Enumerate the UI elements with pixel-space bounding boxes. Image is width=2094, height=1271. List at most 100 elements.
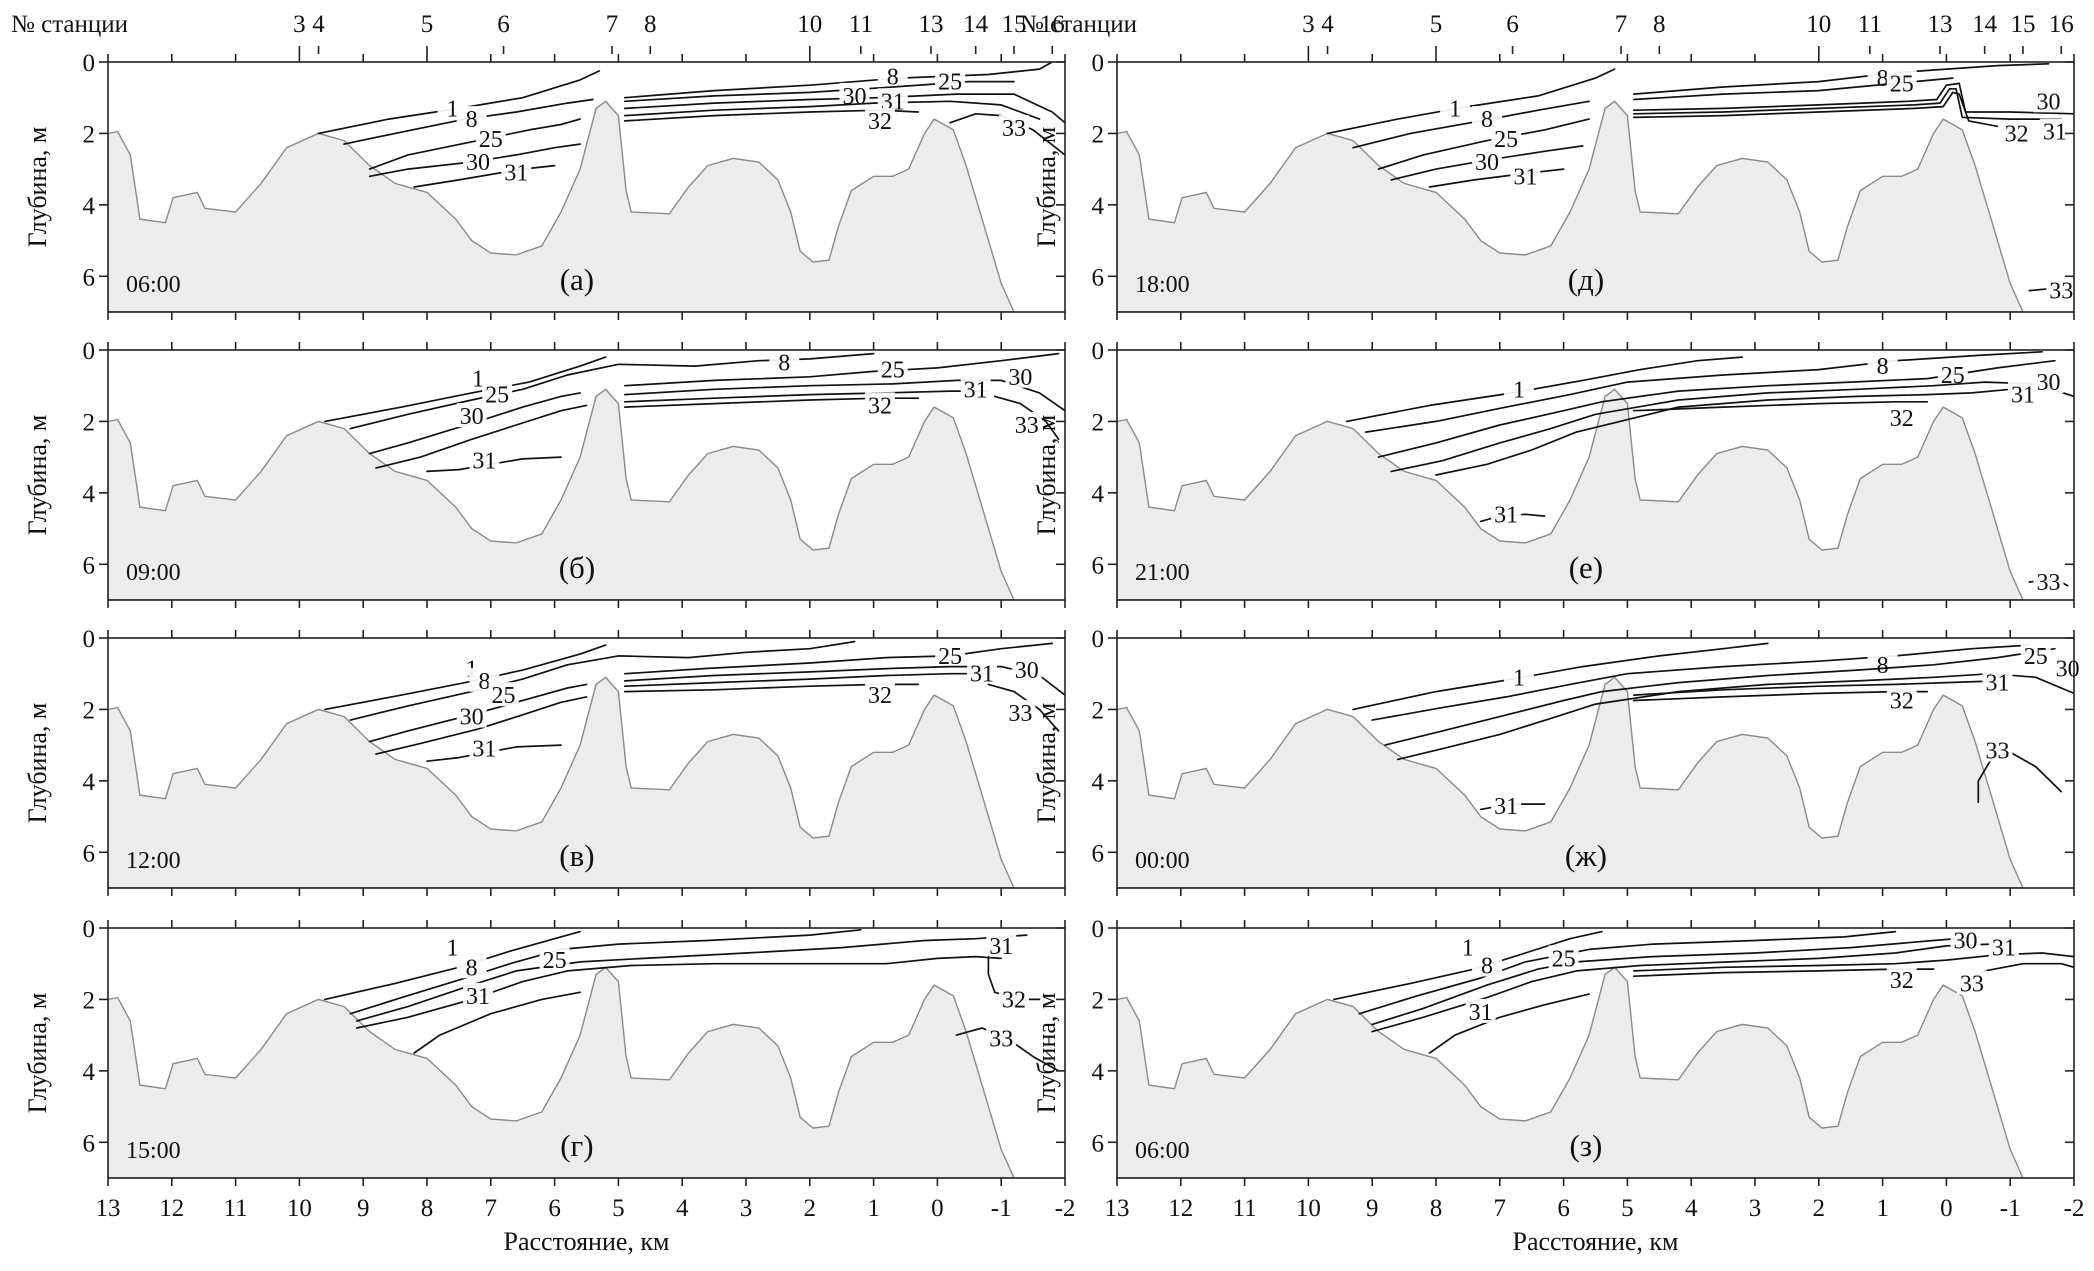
x-tick-label: 5 (612, 1195, 625, 1222)
station-label: 10 (797, 11, 822, 38)
x-tick-label: 12 (1168, 1195, 1193, 1222)
x-tick-label: 11 (224, 1195, 248, 1222)
panel-letter: (ж) (1565, 838, 1607, 873)
isohaline-label: 25 (938, 644, 962, 670)
station-label: 8 (644, 11, 657, 38)
panel-frame (107, 637, 1066, 889)
y-tick-label: 6 (1092, 552, 1105, 579)
y-tick-label: 4 (1092, 481, 1105, 508)
y-tick-label: 0 (1092, 338, 1105, 365)
station-label: 4 (312, 11, 325, 38)
isohaline-line (623, 390, 990, 403)
isohaline-label: 30 (2036, 370, 2060, 396)
y-tick-label: 4 (83, 769, 96, 796)
isohaline-label-bg (2046, 277, 2077, 302)
panel-frame (1116, 349, 2075, 601)
isohaline-label-bg (456, 403, 487, 428)
isohaline-label: 31 (466, 984, 490, 1010)
isohaline-label: 30 (842, 84, 866, 110)
isohaline-label-bg (1886, 687, 1917, 712)
isohaline-label-bg (1886, 404, 1917, 429)
panel-frame (107, 349, 1066, 601)
station-label: 3 (1302, 11, 1315, 38)
y-tick-label: 4 (83, 1059, 96, 1086)
isohaline-label: 25 (1494, 127, 1518, 153)
isohaline-line (349, 640, 856, 721)
panel-time-label: 12:00 (126, 848, 181, 874)
isohaline-label: 8 (887, 64, 899, 90)
x-tick-label: 7 (485, 1195, 498, 1222)
isohaline-label: 31 (970, 662, 994, 688)
station-axis-title: № станции (1020, 11, 1137, 38)
station-label: 5 (1430, 11, 1443, 38)
isohaline-label: 1 (447, 96, 459, 122)
y-tick-label: 4 (1092, 1059, 1105, 1086)
panel-letter: (а) (560, 262, 594, 297)
panel-frame (107, 61, 1066, 313)
y-tick-label: 0 (1092, 626, 1105, 653)
isohaline-line (1345, 356, 1744, 423)
x-tick-label: 9 (1366, 1195, 1379, 1222)
section-panel: 1 8 25 30 31 31 32 33 0 2 4 6 Глубина, м (ж) 00:00 (1032, 626, 2083, 896)
x-tick-label: 6 (548, 1195, 561, 1222)
x-tick-label: 9 (357, 1195, 370, 1222)
isohaline-line (623, 379, 1065, 412)
y-tick-label: 0 (83, 626, 96, 653)
y-tick-label: 4 (83, 193, 96, 220)
y-tick-label: 0 (83, 338, 96, 365)
x-tick-label: 3 (1749, 1195, 1762, 1222)
x-tick-label: 0 (1940, 1195, 1953, 1222)
isohaline-line (623, 642, 1054, 675)
panel-time-label: 21:00 (1135, 560, 1190, 586)
isohaline-label-bg (935, 68, 966, 93)
isohaline-label-bg (1982, 737, 2013, 762)
station-label: 5 (421, 11, 434, 38)
isohaline-label-bg (469, 735, 500, 760)
isohaline-label: 33 (1015, 413, 1039, 439)
isohaline-line (368, 392, 581, 455)
y-tick-label: 2 (1092, 697, 1105, 724)
isohaline-label: 1 (1513, 665, 1525, 691)
isohaline-label-bg (986, 932, 1017, 957)
station-label: 14 (963, 11, 989, 38)
y-axis-title: Глубина, м (23, 127, 52, 248)
isohaline-label: 31 (1992, 936, 2016, 962)
isohaline-line (375, 696, 588, 755)
isohaline-label: 30 (2056, 656, 2080, 682)
station-label: 14 (1972, 11, 1998, 38)
y-tick-label: 2 (83, 121, 96, 148)
isohaline-label: 25 (492, 683, 516, 709)
isohaline-label: 33 (989, 1027, 1013, 1053)
panel-time-label: 18:00 (1135, 272, 1190, 298)
isohaline-line (1632, 82, 2074, 115)
station-label: 16 (1040, 11, 1065, 38)
isohaline-label: 8 (1481, 107, 1493, 133)
isohaline-line (355, 934, 1028, 1022)
y-tick-label: 2 (83, 987, 96, 1014)
isohaline-label: 30 (1475, 150, 1499, 176)
panel-time-label: 00:00 (1135, 848, 1190, 874)
isohaline-label: 30 (1008, 365, 1032, 391)
isohaline-label-bg (463, 982, 494, 1007)
isohaline-label-bg (1510, 163, 1541, 188)
y-tick-label: 6 (1092, 1130, 1105, 1157)
isohaline-label-bg (463, 149, 494, 173)
x-tick-label: 7 (1494, 1195, 1507, 1222)
isohaline-line (1390, 381, 2074, 473)
isohaline-label-bg (2001, 120, 2032, 145)
station-label: 11 (1858, 11, 1882, 38)
isohaline-label: 31 (2011, 383, 2035, 409)
isohaline-label: 8 (778, 351, 790, 377)
station-label: 3 (293, 11, 306, 38)
isohaline-label: 8 (1877, 653, 1889, 679)
y-axis-title: Глубина, м (23, 993, 52, 1114)
seafloor-area (1117, 966, 2024, 1178)
isohaline-label-bg (456, 106, 487, 131)
isohaline-line (1632, 400, 1929, 412)
y-tick-label: 6 (83, 552, 96, 579)
isohaline-label-bg (2007, 381, 2038, 406)
isohaline-line (413, 991, 581, 1054)
